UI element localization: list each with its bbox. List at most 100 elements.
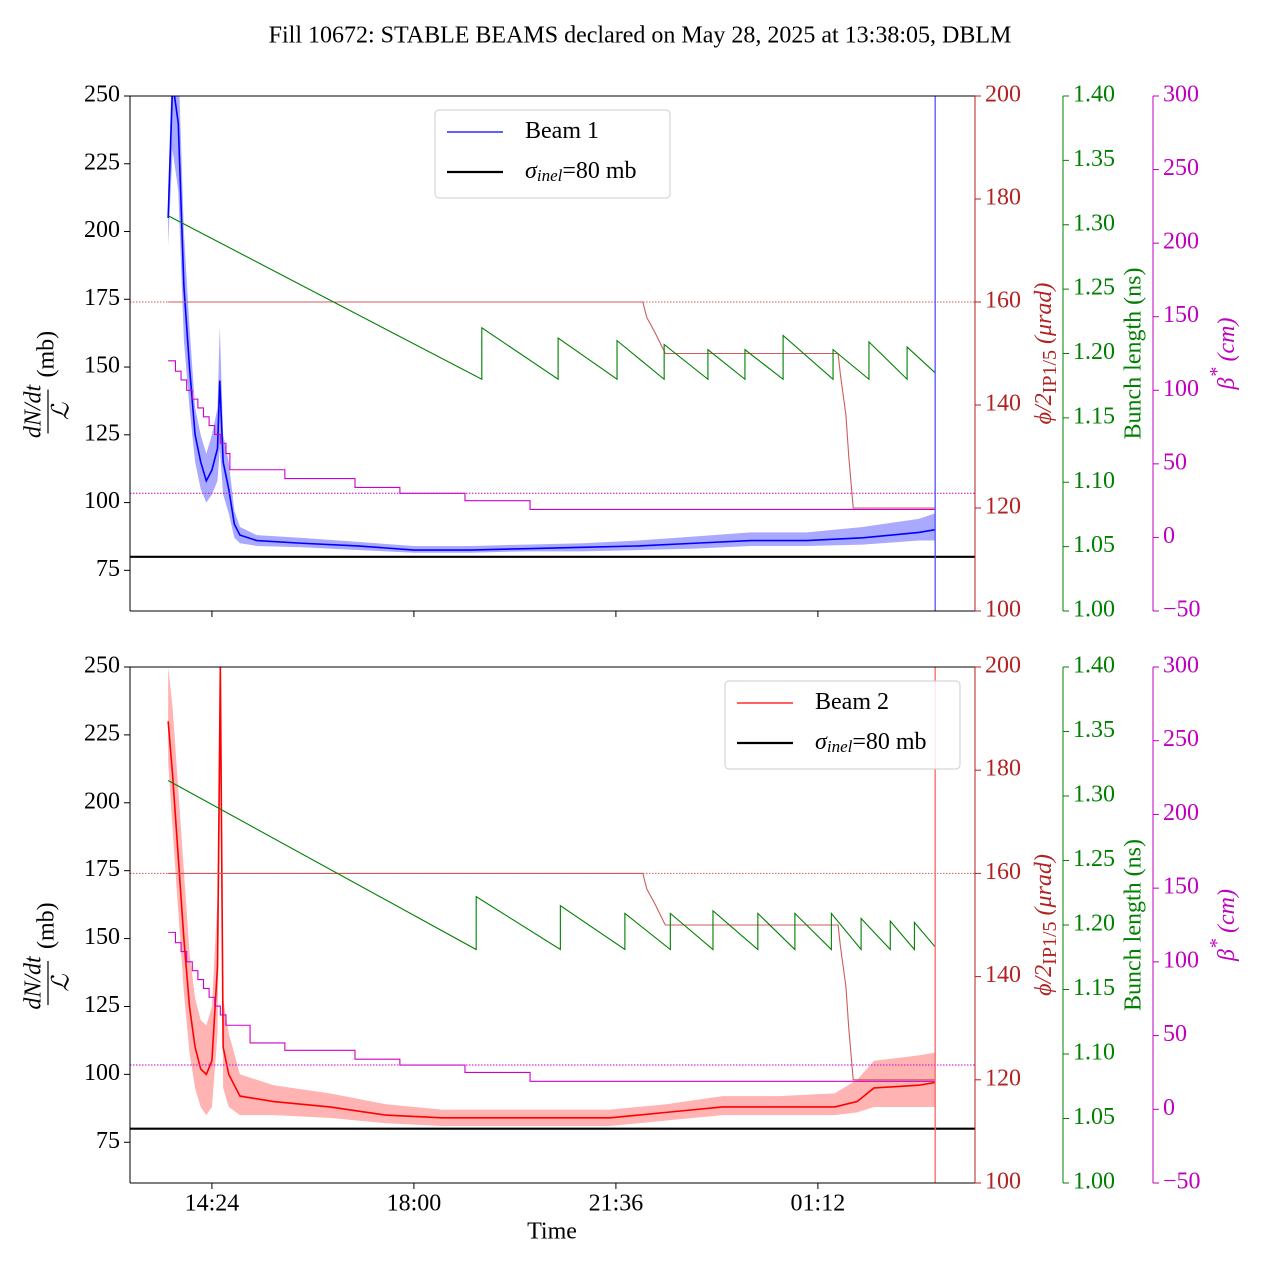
series-line [168, 872, 936, 1081]
legend-text: Beam 2 [815, 689, 889, 715]
y3-tick-label: 1.00 [1073, 597, 1115, 623]
y-label-unit: (mb) [34, 902, 60, 949]
y4-tick-label: 100 [1163, 947, 1199, 973]
y2-tick-label: 160 [985, 859, 1021, 885]
y-tick-label: 225 [84, 720, 120, 746]
y4-label-main: β [1214, 377, 1240, 390]
y-label-numerator: dN/dt [21, 955, 47, 1010]
y2-tick-label: 200 [985, 82, 1021, 108]
y4-tick-label: 0 [1163, 1095, 1175, 1121]
y-tick-label: 250 [84, 82, 120, 108]
y2-tick-label: 180 [985, 756, 1021, 782]
y2-label-sub: IP1/5 [1039, 350, 1061, 393]
series-line [167, 96, 936, 551]
y4-tick-label: 300 [1163, 82, 1199, 108]
y-tick-label: 125 [84, 420, 120, 446]
x-tick-label: 01:12 [791, 1191, 846, 1217]
legend-subscript: inel [537, 166, 563, 185]
y3-tick-label: 1.40 [1073, 82, 1115, 108]
x-tick-label: 14:24 [185, 1191, 240, 1217]
y4-label-main: β [1214, 949, 1240, 962]
y4-tick-label: 100 [1163, 376, 1199, 402]
plot-area [130, 667, 975, 1130]
y2-label-unit: (μrad) [1031, 854, 1057, 921]
y4-tick-label: 150 [1163, 302, 1199, 328]
y-label-unit: (mb) [34, 331, 60, 378]
y3-tick-label: 1.35 [1073, 146, 1115, 172]
legend-label: σinel=80 mb [815, 729, 927, 756]
y-tick-label: 100 [84, 1060, 120, 1086]
y3-tick-label: 1.00 [1073, 1169, 1115, 1195]
y-tick-label: 150 [84, 353, 120, 379]
y2-label: ϕ/2IP1/5 (μrad) [1031, 854, 1061, 996]
x-axis-label: Time [527, 1219, 577, 1245]
y3-axis-label: Bunch length (ns) [1121, 268, 1147, 440]
y2-axis-label: ϕ/2IP1/5 (μrad) [1031, 854, 1061, 996]
y-tick-label: 75 [96, 556, 120, 582]
y4-tick-label: 50 [1163, 449, 1187, 475]
series-line [167, 780, 936, 952]
y3-tick-label: 1.25 [1073, 846, 1115, 872]
y2-tick-label: 140 [985, 391, 1021, 417]
series-line [167, 215, 936, 381]
y3-label: Bunch length (ns) [1121, 839, 1147, 1011]
legend-symbol: σ [525, 158, 538, 184]
y4-label-unit: (cm) [1214, 889, 1240, 939]
y-tick-label: 175 [84, 856, 120, 882]
y2-axis-label: ϕ/2IP1/5 (μrad) [1031, 283, 1061, 425]
y4-tick-label: 200 [1163, 800, 1199, 826]
chart-title: Fill 10672: STABLE BEAMS declared on May… [269, 23, 1012, 49]
y2-label-main: ϕ/2 [1031, 965, 1057, 996]
y3-tick-label: 1.20 [1073, 339, 1115, 365]
y-tick-label: 75 [96, 1128, 120, 1154]
y3-tick-label: 1.05 [1073, 1104, 1115, 1130]
y2-tick-label: 100 [985, 1169, 1021, 1195]
legend-symbol: σ [815, 729, 828, 755]
y4-tick-label: 50 [1163, 1021, 1187, 1047]
y2-tick-label: 200 [985, 653, 1021, 679]
y3-tick-label: 1.25 [1073, 275, 1115, 301]
legend-text: =80 mb [562, 158, 636, 184]
y-tick-label: 250 [84, 653, 120, 679]
y3-label: Bunch length (ns) [1121, 268, 1147, 440]
y-tick-label: 225 [84, 149, 120, 175]
y-label-denominator: ℒ [49, 974, 75, 992]
y4-label: β* (cm) [1206, 889, 1240, 962]
y3-tick-label: 1.40 [1073, 653, 1115, 679]
series-line [168, 360, 936, 511]
y3-axis-label: Bunch length (ns) [1121, 839, 1147, 1011]
y4-tick-label: 150 [1163, 874, 1199, 900]
y4-label-sup: * [1206, 368, 1228, 378]
y2-label: ϕ/2IP1/5 (μrad) [1031, 283, 1061, 425]
y2-label-main: ϕ/2 [1031, 393, 1057, 424]
y4-tick-label: 250 [1163, 155, 1199, 181]
y2-tick-label: 180 [985, 185, 1021, 211]
y4-tick-label: 0 [1163, 523, 1175, 549]
y-axis-label: dN/dt ℒ (mb) [21, 902, 75, 1009]
y2-tick-label: 140 [985, 962, 1021, 988]
legend-text: Beam 1 [525, 118, 599, 144]
x-tick-label: 18:00 [387, 1191, 442, 1217]
y2-label-sub: IP1/5 [1039, 921, 1061, 964]
y3-tick-label: 1.30 [1073, 782, 1115, 808]
legend-text: =80 mb [852, 729, 926, 755]
y2-tick-label: 160 [985, 288, 1021, 314]
y3-tick-label: 1.15 [1073, 975, 1115, 1001]
y3-tick-label: 1.05 [1073, 532, 1115, 558]
y-label-numerator: dN/dt [21, 383, 47, 438]
y-tick-label: 125 [84, 992, 120, 1018]
legend-subscript: inel [827, 737, 853, 756]
y3-tick-label: 1.20 [1073, 911, 1115, 937]
legend-label: σinel=80 mb [525, 158, 637, 185]
y-axis-label: dN/dt ℒ (mb) [21, 331, 75, 438]
y-tick-label: 175 [84, 285, 120, 311]
series-line [168, 931, 936, 1082]
y3-tick-label: 1.35 [1073, 717, 1115, 743]
y4-label-unit: (cm) [1214, 318, 1240, 368]
y2-tick-label: 120 [985, 494, 1021, 520]
y3-tick-label: 1.10 [1073, 468, 1115, 494]
y4-label-sup: * [1206, 939, 1228, 949]
y-tick-label: 150 [84, 924, 120, 950]
plot-area [130, 96, 975, 558]
